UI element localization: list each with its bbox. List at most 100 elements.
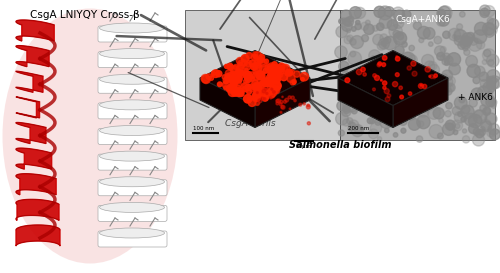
Circle shape <box>346 35 353 41</box>
Circle shape <box>230 66 239 74</box>
Circle shape <box>201 75 209 83</box>
Circle shape <box>444 61 450 66</box>
Circle shape <box>380 115 393 129</box>
Circle shape <box>461 117 466 122</box>
Circle shape <box>428 62 437 70</box>
Circle shape <box>246 90 252 94</box>
Circle shape <box>280 100 283 104</box>
Circle shape <box>235 85 241 91</box>
Circle shape <box>274 75 278 80</box>
Circle shape <box>442 31 450 38</box>
Circle shape <box>267 80 272 85</box>
Circle shape <box>400 95 404 99</box>
Circle shape <box>409 45 414 51</box>
Circle shape <box>252 72 260 80</box>
Circle shape <box>420 84 422 86</box>
Text: CsgA LNIYQY Cross-β: CsgA LNIYQY Cross-β <box>30 10 140 20</box>
Circle shape <box>434 46 445 57</box>
Circle shape <box>350 7 362 19</box>
Circle shape <box>244 95 252 103</box>
Circle shape <box>285 98 288 102</box>
Circle shape <box>254 55 258 59</box>
Circle shape <box>445 88 452 95</box>
Circle shape <box>447 85 454 92</box>
Circle shape <box>383 78 392 86</box>
Circle shape <box>276 87 280 90</box>
Circle shape <box>374 75 380 81</box>
Circle shape <box>356 96 366 106</box>
Circle shape <box>258 87 261 90</box>
Circle shape <box>374 6 385 17</box>
Circle shape <box>402 41 407 47</box>
Circle shape <box>250 76 254 81</box>
Circle shape <box>228 64 234 70</box>
Circle shape <box>345 80 351 86</box>
Circle shape <box>390 103 402 116</box>
Circle shape <box>374 54 386 65</box>
Circle shape <box>272 65 280 74</box>
Circle shape <box>404 73 415 84</box>
Circle shape <box>383 90 388 95</box>
Circle shape <box>248 85 252 89</box>
Circle shape <box>307 104 310 107</box>
Circle shape <box>482 121 492 132</box>
Circle shape <box>452 120 462 131</box>
Circle shape <box>294 71 300 77</box>
Circle shape <box>383 36 396 50</box>
Circle shape <box>384 7 394 17</box>
Circle shape <box>228 88 236 96</box>
Circle shape <box>352 90 359 96</box>
Circle shape <box>485 113 497 125</box>
FancyBboxPatch shape <box>98 26 167 42</box>
Circle shape <box>480 105 486 111</box>
Circle shape <box>242 86 248 92</box>
Circle shape <box>484 28 494 37</box>
Circle shape <box>438 6 452 19</box>
Circle shape <box>300 72 308 81</box>
Polygon shape <box>16 20 54 41</box>
Circle shape <box>232 91 236 96</box>
Circle shape <box>356 96 362 103</box>
Circle shape <box>350 38 356 45</box>
Circle shape <box>274 66 281 74</box>
Polygon shape <box>200 51 310 105</box>
Polygon shape <box>16 225 60 246</box>
Bar <box>340 10 495 140</box>
Circle shape <box>281 65 287 71</box>
Circle shape <box>348 51 362 65</box>
Circle shape <box>437 9 446 17</box>
Circle shape <box>230 78 237 84</box>
Circle shape <box>416 74 428 86</box>
Circle shape <box>242 55 249 62</box>
Circle shape <box>399 117 407 125</box>
Circle shape <box>398 67 409 79</box>
Circle shape <box>466 55 477 67</box>
Circle shape <box>259 59 267 67</box>
Circle shape <box>388 87 402 100</box>
Circle shape <box>446 120 456 130</box>
Circle shape <box>372 88 376 91</box>
Ellipse shape <box>100 23 164 33</box>
Circle shape <box>417 105 429 117</box>
Circle shape <box>472 134 484 146</box>
Circle shape <box>272 62 278 67</box>
Circle shape <box>474 66 485 77</box>
Circle shape <box>360 22 368 30</box>
Text: + ANK6: + ANK6 <box>458 93 493 102</box>
Circle shape <box>340 89 347 96</box>
Circle shape <box>486 129 496 137</box>
Circle shape <box>233 81 241 89</box>
Circle shape <box>399 19 404 23</box>
Circle shape <box>428 76 440 90</box>
Circle shape <box>376 23 384 31</box>
Circle shape <box>394 92 400 97</box>
Circle shape <box>399 114 405 120</box>
Circle shape <box>272 86 280 94</box>
Circle shape <box>448 53 460 66</box>
Text: 200 nm: 200 nm <box>348 126 369 131</box>
Circle shape <box>225 70 234 78</box>
Polygon shape <box>393 78 448 127</box>
Circle shape <box>246 52 252 58</box>
Circle shape <box>355 23 362 30</box>
Circle shape <box>238 60 245 68</box>
